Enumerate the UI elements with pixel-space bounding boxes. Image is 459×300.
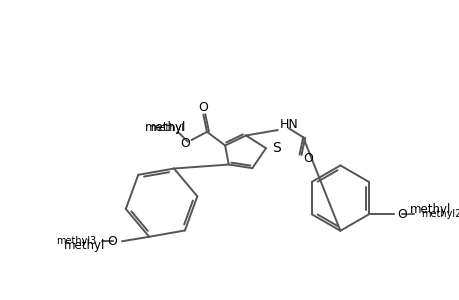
Text: O: O bbox=[198, 101, 208, 114]
Text: methyl: methyl bbox=[144, 121, 185, 134]
Text: O: O bbox=[397, 208, 407, 221]
Text: methyl: methyl bbox=[409, 203, 450, 216]
Text: methyl: methyl bbox=[175, 126, 179, 127]
Text: methyl2: methyl2 bbox=[420, 209, 459, 219]
Text: HN: HN bbox=[279, 118, 298, 131]
Text: methyl2: methyl2 bbox=[406, 212, 412, 214]
Text: O: O bbox=[302, 152, 312, 165]
Text: O: O bbox=[107, 235, 117, 248]
Text: methyl: methyl bbox=[150, 123, 184, 133]
Text: O: O bbox=[180, 137, 190, 150]
Text: methyl3: methyl3 bbox=[106, 239, 111, 240]
Text: S: S bbox=[272, 141, 280, 155]
Text: methyl3: methyl3 bbox=[56, 236, 96, 246]
Text: methyl: methyl bbox=[64, 239, 106, 252]
Text: methyl_ch3: methyl_ch3 bbox=[175, 126, 183, 128]
